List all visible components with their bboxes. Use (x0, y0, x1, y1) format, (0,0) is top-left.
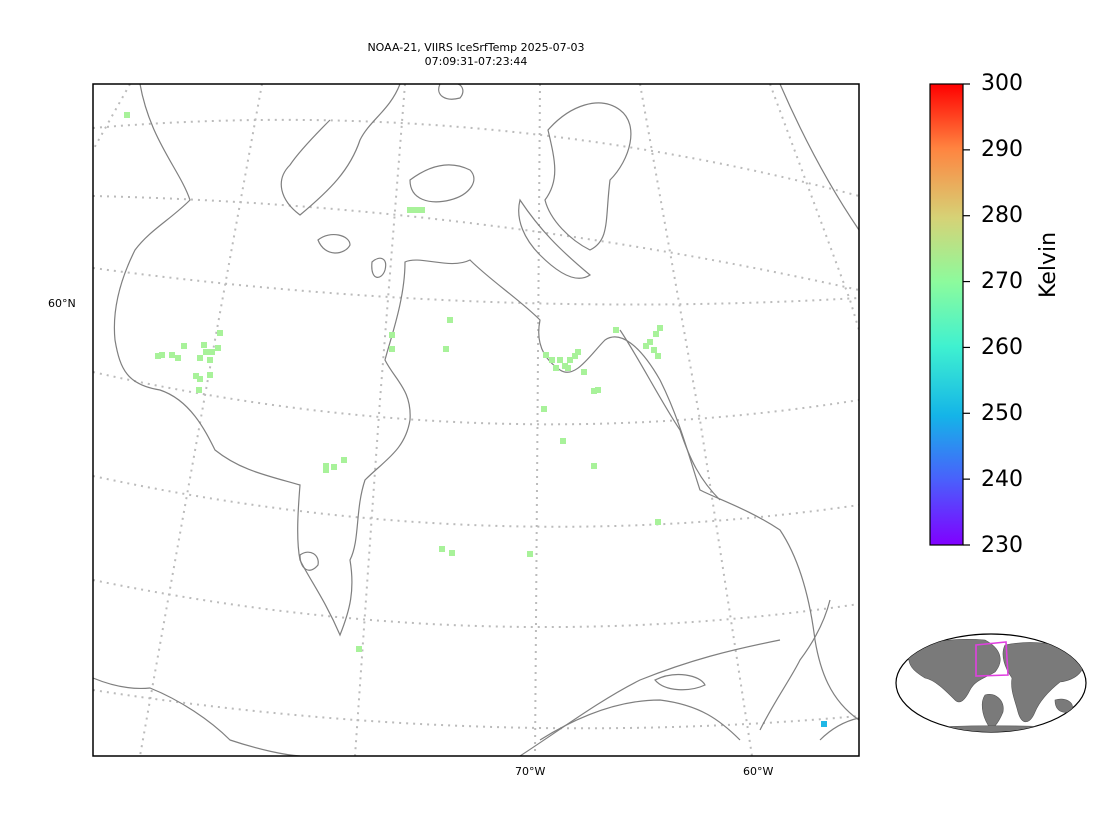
lon-label-70w: 70°W (515, 765, 546, 778)
temperature-point (543, 352, 549, 358)
temperature-point (549, 357, 555, 363)
temperature-point (389, 346, 395, 352)
map-frame (92, 83, 860, 757)
temperature-point (209, 349, 215, 355)
temperature-point (591, 388, 597, 394)
temperature-point-outlier (821, 721, 827, 727)
temperature-point (447, 317, 453, 323)
temperature-point (407, 207, 413, 213)
temperature-point (197, 355, 203, 361)
temperature-point (419, 207, 425, 213)
temperature-point (323, 467, 329, 473)
temperature-point (155, 353, 161, 359)
temperature-point (657, 325, 663, 331)
temperature-point (207, 357, 213, 363)
temperature-point (175, 355, 181, 361)
temperature-point (560, 438, 566, 444)
colorbar-gradient (929, 83, 964, 546)
temperature-point (169, 352, 175, 358)
temperature-point (655, 519, 661, 525)
temperature-point (613, 327, 619, 333)
temperature-point (217, 330, 223, 336)
temperature-point (215, 345, 221, 351)
temperature-point (203, 349, 209, 355)
temperature-point (323, 463, 329, 469)
colorbar-tick-label: 260 (981, 335, 1023, 360)
temperature-point (443, 346, 449, 352)
temperature-point (651, 347, 657, 353)
graticule (93, 84, 859, 756)
colorbar-tick-label: 250 (981, 401, 1023, 426)
title-line-2: 07:09:31-07:23:44 (424, 55, 528, 68)
lat-label-60n: 60°N (48, 297, 76, 310)
map-title: NOAA-21, VIIRS IceSrfTemp 2025-07-03 07:… (93, 41, 859, 69)
temperature-point (207, 372, 213, 378)
temperature-point (653, 331, 659, 337)
coastlines (93, 84, 859, 756)
temperature-point (567, 357, 573, 363)
temperature-point (341, 457, 347, 463)
temperature-point (181, 343, 187, 349)
colorbar-tick-label: 240 (981, 467, 1023, 492)
temperature-point (413, 207, 419, 213)
temperature-point (591, 463, 597, 469)
temperature-point (527, 551, 533, 557)
temperature-point (356, 646, 362, 652)
colorbar-tick-label: 230 (981, 533, 1023, 558)
colorbar (929, 83, 970, 546)
temperature-point (655, 353, 661, 359)
temperature-point (197, 376, 203, 382)
temperature-point (439, 546, 445, 552)
colorbar-unit-label: Kelvin (1036, 231, 1061, 298)
temperature-point (553, 365, 559, 371)
temperature-point (557, 357, 563, 363)
temperature-point (124, 112, 130, 118)
temperature-point (572, 353, 578, 359)
temperature-point (541, 406, 547, 412)
globe-locator (895, 633, 1087, 733)
temperature-point (193, 373, 199, 379)
colorbar-tick-label: 270 (981, 269, 1023, 294)
temperature-point (331, 464, 337, 470)
temperature-point (159, 352, 165, 358)
temperature-point (575, 349, 581, 355)
temperature-point (389, 332, 395, 338)
colorbar-tick-label: 300 (981, 71, 1023, 96)
colorbar-tick-label: 280 (981, 203, 1023, 228)
title-line-1: NOAA-21, VIIRS IceSrfTemp 2025-07-03 (367, 41, 585, 54)
temperature-point (201, 342, 207, 348)
inset-region-box (975, 641, 1009, 677)
temperature-point (196, 387, 202, 393)
temperature-point (565, 365, 571, 371)
temperature-point (449, 550, 455, 556)
temperature-point (595, 387, 601, 393)
lon-label-60w: 60°W (743, 765, 774, 778)
temperature-point (647, 339, 653, 345)
temperature-point (643, 343, 649, 349)
temperature-point (581, 369, 587, 375)
temperature-points (124, 112, 827, 727)
colorbar-tick-label: 290 (981, 137, 1023, 162)
